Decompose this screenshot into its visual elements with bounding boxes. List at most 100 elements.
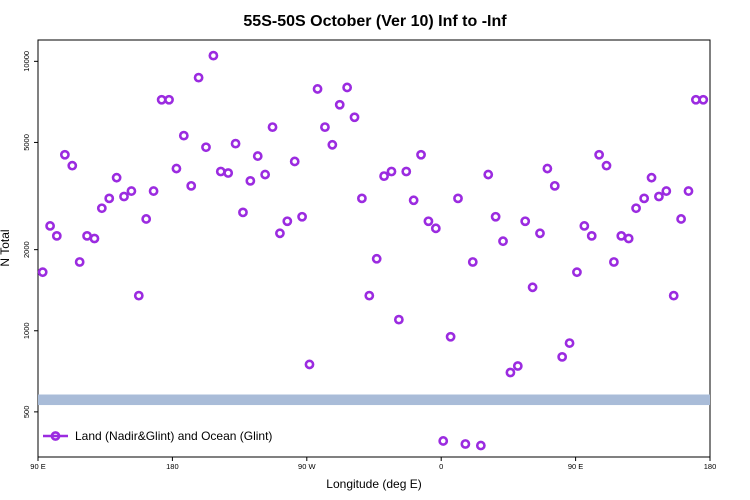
data-point [401, 166, 412, 177]
data-point [535, 228, 545, 239]
data-point [416, 149, 426, 160]
data-point [364, 290, 375, 301]
data-point [186, 180, 197, 191]
data-point [572, 267, 582, 278]
data-point [201, 142, 211, 153]
data-point [379, 171, 389, 182]
data-point [490, 211, 501, 222]
data-point [520, 216, 531, 227]
data-point [133, 290, 144, 301]
x-axis-label: Longitude (deg E) [326, 477, 421, 491]
data-point [430, 223, 441, 234]
data-point [557, 351, 568, 362]
data-point [119, 191, 129, 202]
legend-entry: Land (Nadir&Glint) and Ocean (Glint) [75, 429, 272, 443]
data-point [74, 257, 85, 267]
data-point [438, 436, 449, 446]
x-tick-label: 90 E [30, 462, 45, 471]
data-points [37, 50, 709, 451]
y-tick-label: 500 [22, 406, 31, 419]
data-point [549, 180, 560, 191]
ocean-band-rect [38, 394, 710, 406]
data-point [623, 233, 634, 244]
data-point [230, 138, 241, 149]
legend: Land (Nadir&Glint) and Ocean (Glint) [43, 429, 272, 443]
data-point [59, 149, 70, 160]
x-tick-label: 90 E [568, 462, 583, 471]
data-point [208, 50, 219, 61]
x-tick-label: 90 W [298, 462, 316, 471]
data-point [111, 172, 122, 183]
data-point [460, 439, 471, 449]
data-point [193, 72, 204, 83]
data-point [297, 211, 307, 222]
data-point [327, 139, 338, 150]
data-point [639, 193, 650, 204]
data-point [126, 186, 137, 196]
data-point [579, 221, 590, 231]
data-point [178, 130, 189, 141]
y-tick-label: 2000 [22, 241, 31, 258]
data-point [453, 193, 463, 204]
data-point [475, 440, 486, 451]
data-point [260, 169, 271, 180]
data-point [275, 228, 285, 239]
data-point [609, 257, 619, 267]
data-point [542, 163, 553, 174]
data-point [527, 282, 538, 293]
data-point [96, 203, 107, 214]
data-point [104, 193, 115, 204]
x-tick-label: 180 [704, 462, 717, 471]
data-point [238, 207, 248, 218]
data-point [661, 186, 672, 196]
data-point [371, 253, 382, 264]
plot-frame [37, 39, 711, 458]
data-point [512, 361, 523, 371]
data-point [601, 160, 612, 171]
data-point [312, 84, 323, 94]
data-point [505, 367, 516, 378]
x-tick-label: 0 [439, 462, 443, 471]
data-point [89, 233, 100, 244]
data-point [676, 214, 687, 224]
data-point [646, 172, 657, 183]
data-point [483, 169, 494, 180]
data-point [423, 216, 434, 227]
data-point [304, 359, 315, 370]
data-point [334, 99, 345, 110]
data-point [631, 203, 641, 214]
data-point [654, 191, 664, 202]
data-point [267, 122, 278, 133]
data-point [408, 195, 419, 206]
y-axis: 500 1000 2000 5000 10000 [22, 51, 38, 418]
data-point [386, 166, 397, 177]
data-point [245, 175, 256, 186]
chart-title: 55S-50S October (Ver 10) Inf to -Inf [243, 13, 507, 30]
data-point [45, 221, 55, 231]
data-point [67, 160, 78, 171]
data-point [342, 82, 353, 93]
y-axis-label: N Total [0, 229, 12, 266]
data-point [357, 193, 367, 204]
data-point [215, 166, 226, 177]
data-point [320, 122, 330, 133]
data-point [467, 257, 478, 267]
legend-marker [50, 431, 61, 441]
data-point [498, 236, 508, 247]
data-point [586, 230, 597, 241]
data-point [683, 186, 694, 196]
data-point [223, 168, 234, 178]
data-point [148, 186, 159, 196]
data-point [171, 163, 182, 174]
data-point [164, 94, 174, 105]
data-point [698, 94, 709, 105]
data-point [37, 267, 48, 278]
data-point [282, 216, 293, 227]
data-point [564, 338, 575, 348]
y-tick-label: 10000 [22, 51, 31, 72]
data-point [445, 331, 456, 342]
data-point [252, 151, 263, 161]
data-point [349, 112, 360, 123]
